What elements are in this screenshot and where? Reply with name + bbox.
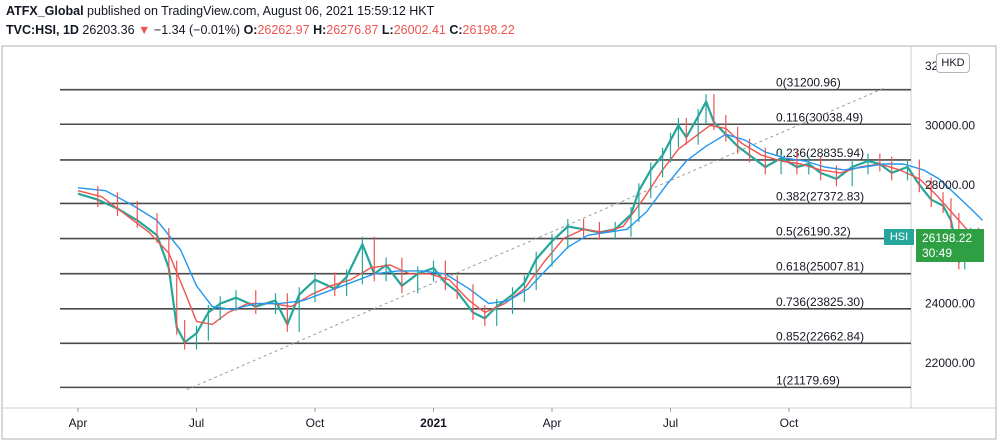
publisher-name[interactable]: ATFX_Global [6,4,84,18]
series-lines [77,94,983,350]
fast-ma-line [77,124,979,326]
fib-level-label: 0.116(30038.49) [776,110,863,124]
close-label: C: [449,23,463,37]
close-value: 26198.22 [462,23,515,37]
time-axis-tick-label: Oct [306,416,325,430]
time-axis-tick-label: Oct [780,416,799,430]
last-price: 26203.36 [82,23,135,37]
ohlc-legend: TVC:HSI, 1D 26203.36 ▼ −1.34 (−0.01%) O:… [6,22,515,38]
chart-frame [1,45,997,440]
high-value: 26276.87 [326,23,379,37]
time-axis-tick-label: Apr [543,416,562,430]
trend-line[interactable] [186,87,884,391]
price-axis-tick-label: 30000.00 [925,118,975,132]
trend-line-path [186,87,884,391]
time-axis-tick-label: 2021 [420,416,447,430]
price-axis-top-label: 32 [925,59,939,73]
low-value: 26002.41 [393,23,446,37]
currency-badge[interactable]: HKD [936,53,970,73]
fib-level-label: 0.5(26190.32) [776,225,851,239]
time-axis[interactable]: Apr Jul Oct 2021 Apr Jul Oct [69,408,799,430]
fib-level-label: 0.852(22662.84) [776,329,864,343]
fib-level-label: 0.736(23825.30) [776,295,864,309]
fib-level-label: 0.236(28835.94) [776,146,864,160]
fibonacci-retracement[interactable]: 0(31200.96) 0.116(30038.49) 0.236(28835.94… [60,76,911,389]
low-label: L: [381,23,394,37]
last-price-tag-value: 26198.22 [922,231,973,245]
time-axis-tick-label: Apr [69,416,88,430]
price-axis-tick-label: 28000.00 [925,178,975,192]
time-axis-tick-label: Jul [663,416,678,430]
price-axis[interactable]: 22000.0024000.0026000.0028000.0030000.00… [925,59,975,370]
fib-level-label: 0.618(25007.81) [776,260,864,274]
open-value: 26262.97 [257,23,310,37]
last-price-tag: 26198.22 30:49 [916,229,984,262]
price-axis-tick-label: 22000.00 [925,356,975,370]
fib-level-label: 0.382(27372.83) [776,189,864,203]
chart-header: ATFX_Global published on TradingView.com… [6,3,434,19]
bar-countdown: 30:49 [922,246,953,260]
price-axis-tick-label: 24000.00 [925,297,975,311]
fib-level-label: 1(21179.69) [776,373,840,387]
change-arrow-icon: ▼ [138,23,151,37]
fib-level-label: 0(31200.96) [776,76,841,90]
symbol-price-tag: HSI [884,229,914,245]
change-value: −1.34 (−0.01%) [153,23,241,37]
symbol-label[interactable]: TVC:HSI, 1D [6,23,79,37]
published-text: published on TradingView.com, August 06,… [87,4,435,18]
high-label: H: [313,23,327,37]
time-axis-tick-label: Jul [189,416,204,430]
price-series-line [77,100,979,344]
open-label: O: [243,23,258,37]
